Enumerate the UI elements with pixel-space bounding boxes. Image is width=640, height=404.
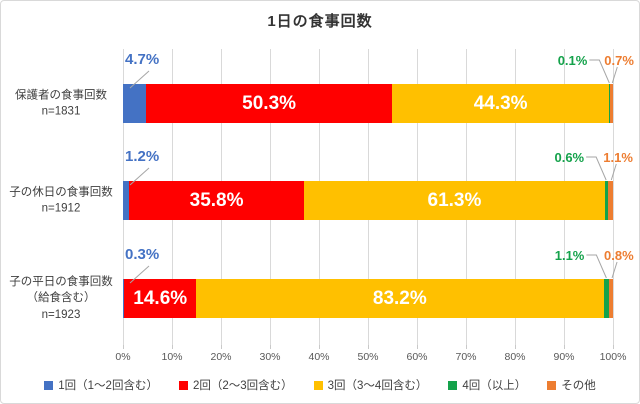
legend-item: 1回（1～2回含む） <box>44 377 158 393</box>
legend: 1回（1～2回含む） 2回（2～3回含む） 3回（3～4回含む） 4回（以上） その他 <box>1 377 639 393</box>
axis-tick <box>172 345 173 349</box>
category-label: 子の平日の食事回数 （給食含む） n=1923 <box>9 275 113 321</box>
outside-data-label-orange: 0.8% <box>604 248 634 263</box>
outside-data-label-green: 1.1% <box>554 248 585 263</box>
category-label: 保護者の食事回数 n=1831 <box>15 88 107 118</box>
segment-data-label: 35.8% <box>189 189 244 211</box>
bar-segment <box>123 84 146 123</box>
legend-swatch-icon <box>313 380 323 390</box>
bar-segment: 61.3% <box>304 181 605 220</box>
bar-row: 14.6% 83.2% <box>123 279 613 318</box>
legend-label: 4回（以上） <box>462 380 527 392</box>
x-axis-tick-label: 90% <box>553 351 575 363</box>
segment-data-label: 83.2% <box>372 287 427 309</box>
outside-data-label-green: 0.6% <box>554 150 585 165</box>
bar-segment: 50.3% <box>146 84 393 123</box>
bar-segment <box>604 181 608 220</box>
legend-swatch-icon <box>448 380 458 390</box>
chart-title: 1日の食事回数 <box>267 13 373 30</box>
bar-row: 35.8% 61.3% <box>123 181 613 220</box>
segment-data-label: 44.3% <box>473 92 528 114</box>
bar-segment <box>123 279 125 318</box>
bar-segment <box>609 84 613 123</box>
category-label: 子の休日の食事回数 n=1912 <box>9 185 113 215</box>
legend-item: 2回（2～3回含む） <box>178 377 293 393</box>
bar-segment: 35.8% <box>128 181 305 220</box>
legend-label: 3回（3～4回含む） <box>327 380 428 392</box>
axis-tick <box>564 345 565 349</box>
legend-swatch-icon <box>44 380 54 390</box>
bar-segment <box>123 181 129 220</box>
legend-label: 1回（1～2回含む） <box>58 380 158 392</box>
axis-tick <box>123 345 124 349</box>
legend-swatch-icon <box>178 380 188 390</box>
axis-tick <box>368 345 369 349</box>
segment-data-label: 50.3% <box>242 92 297 114</box>
axis-tick <box>417 345 418 349</box>
bar-segment: 83.2% <box>196 279 604 318</box>
legend-label: 2回（2～3回含む） <box>192 380 293 392</box>
outside-data-label-blue: 0.3% <box>125 246 160 263</box>
legend-label: その他 <box>561 380 596 392</box>
x-axis-tick-label: 0% <box>115 351 131 363</box>
outside-data-label-green: 0.1% <box>557 53 588 68</box>
segment-data-label: 61.3% <box>427 189 482 211</box>
x-axis-tick-label: 40% <box>308 351 330 363</box>
x-axis-tick-label: 70% <box>455 351 477 363</box>
x-axis-tick-label: 80% <box>504 351 526 363</box>
x-axis-tick-label: 20% <box>210 351 232 363</box>
axis-tick <box>466 345 467 349</box>
outside-data-label-blue: 4.7% <box>125 51 160 68</box>
bar-segment <box>603 279 610 318</box>
gridline <box>613 49 614 345</box>
outside-data-label-orange: 1.1% <box>603 150 633 165</box>
axis-tick <box>319 345 320 349</box>
bar-segment: 44.3% <box>392 84 610 123</box>
legend-item: その他 <box>547 377 596 393</box>
bar-segment: 14.6% <box>124 279 196 318</box>
axis-tick <box>221 345 222 349</box>
x-axis-tick-label: 30% <box>259 351 281 363</box>
legend-swatch-icon <box>547 380 557 390</box>
axis-tick <box>613 345 614 349</box>
x-axis-tick-label: 10% <box>161 351 183 363</box>
x-axis-tick-label: 60% <box>406 351 428 363</box>
outside-data-label-orange: 0.7% <box>604 53 634 68</box>
legend-item: 4回（以上） <box>448 377 526 393</box>
bar-row: 50.3% 44.3% <box>123 84 613 123</box>
bar-segment <box>607 181 613 220</box>
legend-item: 3回（3～4回含む） <box>313 377 428 393</box>
axis-tick <box>270 345 271 349</box>
bar-segment <box>609 279 613 318</box>
axis-tick <box>515 345 516 349</box>
outside-data-label-blue: 1.2% <box>125 148 160 165</box>
segment-data-label: 14.6% <box>133 287 188 309</box>
x-axis-tick-label: 100% <box>599 351 627 363</box>
x-axis-tick-label: 50% <box>357 351 379 363</box>
